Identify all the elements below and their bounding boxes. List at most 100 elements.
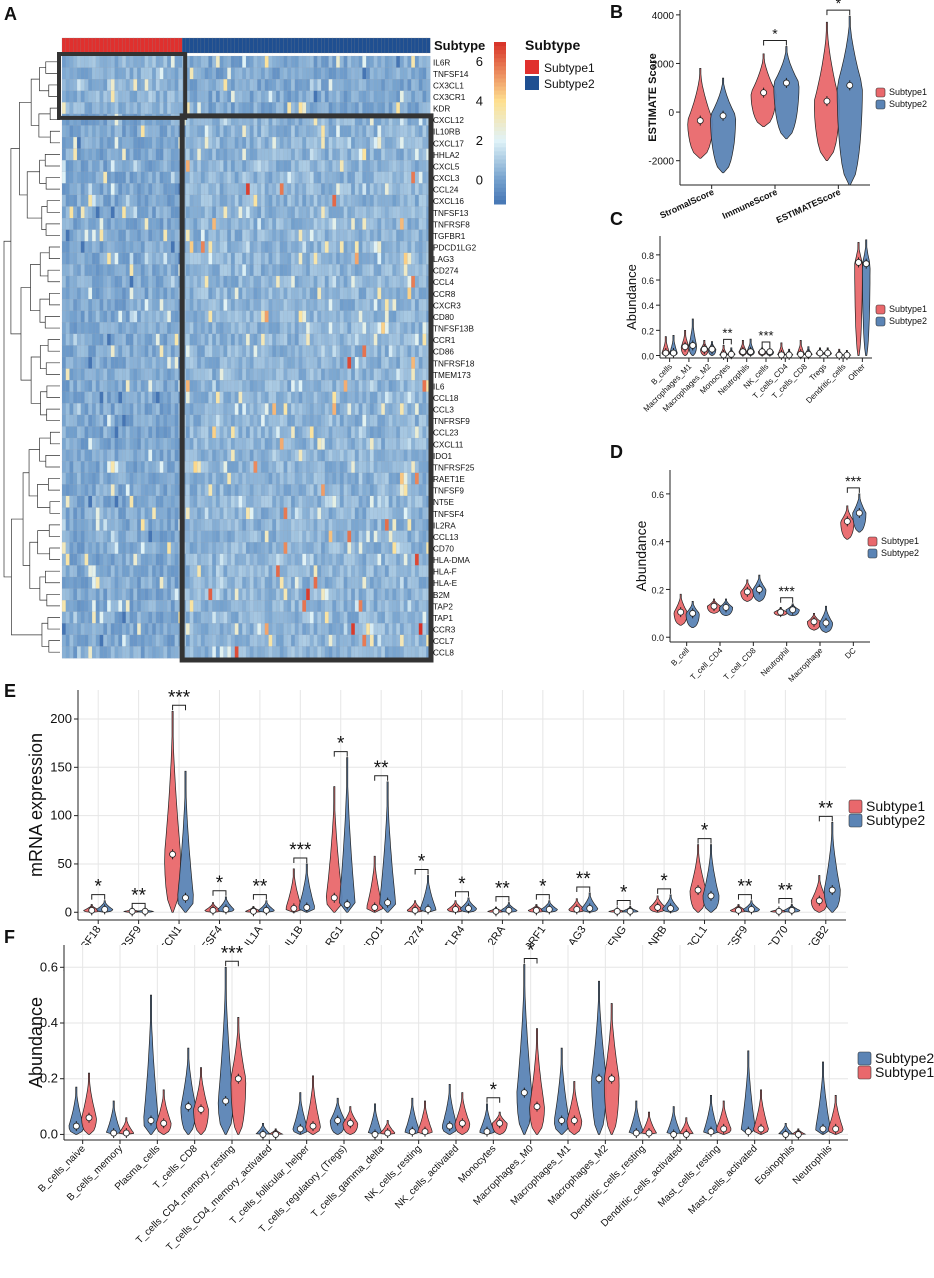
heatmap-cell <box>88 437 93 451</box>
heatmap-cell <box>392 449 397 462</box>
heatmap-cell <box>238 171 243 184</box>
heatmap-cell <box>317 102 322 115</box>
heatmap-cell <box>396 472 401 485</box>
heatmap-cell <box>388 519 393 532</box>
heatmap-cell <box>61 426 67 439</box>
heatmap-cell <box>208 611 213 624</box>
heatmap-cell <box>215 160 221 173</box>
heatmap-cell <box>163 171 168 184</box>
heatmap-cell <box>234 218 239 231</box>
heatmap-cell <box>279 67 284 80</box>
heatmap-cell <box>324 206 330 219</box>
heatmap-cell <box>253 299 258 312</box>
heatmap-cell <box>321 611 326 624</box>
heatmap-cell <box>193 600 198 613</box>
annotation-cell <box>121 37 127 54</box>
heatmap-cell <box>65 449 70 462</box>
heatmap-cell <box>381 299 386 312</box>
heatmap-cell <box>148 183 153 196</box>
heatmap-cell <box>351 484 356 497</box>
heatmap-cell <box>223 79 228 92</box>
heatmap-cell <box>414 368 420 381</box>
heatmap-cell <box>133 148 138 161</box>
heatmap-cell <box>152 148 157 161</box>
heatmap-cell <box>298 623 303 636</box>
heatmap-cell <box>347 600 352 613</box>
heatmap-cell <box>384 264 390 277</box>
heatmap-cell <box>230 519 236 532</box>
heatmap-cell <box>99 437 104 451</box>
heatmap-cell <box>253 310 258 323</box>
heatmap-cell <box>339 519 345 532</box>
heatmap-cell <box>287 600 292 613</box>
heatmap-cell <box>144 414 149 427</box>
heatmap-cell <box>358 241 363 254</box>
heatmap-cell <box>80 79 85 92</box>
heatmap-cell <box>306 322 311 335</box>
heatmap-cell <box>336 252 341 265</box>
heatmap-cell <box>388 125 393 138</box>
heatmap-cell <box>362 345 367 358</box>
heatmap-cell <box>152 322 157 335</box>
heatmap-cell <box>152 507 157 520</box>
heatmap-cell <box>249 218 254 231</box>
heatmap-cell <box>163 611 168 624</box>
heatmap-cell <box>197 206 202 219</box>
heatmap-cell <box>197 542 202 555</box>
heatmap-cell <box>234 565 239 578</box>
heatmap-cell <box>245 414 251 427</box>
heatmap-cell <box>381 264 386 277</box>
heatmap-cell <box>264 183 269 196</box>
heatmap-cell <box>336 542 341 555</box>
heatmap-cell <box>99 345 104 358</box>
heatmap-cell <box>122 241 127 254</box>
heatmap-cell <box>366 136 371 150</box>
heatmap-cell <box>384 322 390 335</box>
heatmap-cell <box>272 171 277 184</box>
heatmap-cell <box>399 287 405 300</box>
heatmap-cell <box>80 368 85 381</box>
heatmap-cell <box>65 495 70 508</box>
heatmap-cell <box>242 136 247 150</box>
heatmap-cell <box>422 484 427 497</box>
heatmap-cell <box>159 183 164 196</box>
heatmap-cell <box>234 299 239 312</box>
heatmap-cell <box>159 55 164 69</box>
heatmap-cell <box>230 160 236 173</box>
heatmap-cell <box>283 356 288 370</box>
annotation-cell <box>84 37 89 54</box>
heatmap-cell <box>204 194 209 207</box>
heatmap-cell <box>369 299 375 312</box>
heatmap-cell <box>403 90 408 103</box>
heatmap-cell <box>163 484 168 497</box>
heatmap-cell <box>369 600 375 613</box>
heatmap-cell <box>65 229 70 242</box>
heatmap-cell <box>91 623 97 636</box>
heatmap-cell <box>69 414 74 427</box>
heatmap-cell <box>197 229 202 242</box>
heatmap-cell <box>227 345 232 358</box>
heatmap-cell <box>80 530 85 543</box>
heatmap-cell <box>377 380 382 393</box>
heatmap-cell <box>275 484 281 497</box>
heatmap-cell <box>73 530 78 543</box>
heatmap-cell <box>354 183 360 196</box>
heatmap-cell <box>245 67 251 80</box>
heatmap-cell <box>347 333 352 346</box>
heatmap-cell <box>208 241 213 254</box>
heatmap-cell <box>260 461 266 474</box>
heatmap-cell <box>133 565 138 578</box>
heatmap-cell <box>106 299 112 312</box>
heatmap-cell <box>227 171 232 184</box>
heatmap-cell <box>208 333 213 346</box>
heatmap-cell <box>351 287 356 300</box>
heatmap-cell <box>80 611 85 624</box>
heatmap-cell <box>373 356 378 370</box>
heatmap-cell <box>373 125 378 138</box>
heatmap-cell <box>129 576 134 589</box>
heatmap-cell <box>257 136 262 150</box>
heatmap-cell <box>407 414 412 427</box>
heatmap-cell <box>223 403 228 416</box>
heatmap-cell <box>328 218 333 231</box>
heatmap-cell <box>422 519 427 532</box>
